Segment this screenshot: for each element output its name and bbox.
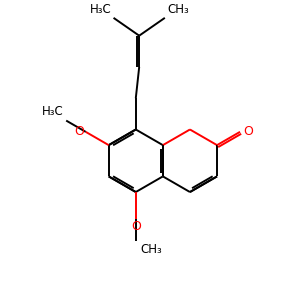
Text: O: O <box>131 220 141 233</box>
Text: CH₃: CH₃ <box>140 243 162 256</box>
Text: H₃C: H₃C <box>42 105 64 118</box>
Text: O: O <box>244 125 253 138</box>
Text: O: O <box>74 125 84 138</box>
Text: CH₃: CH₃ <box>167 3 189 16</box>
Text: H₃C: H₃C <box>89 3 111 16</box>
